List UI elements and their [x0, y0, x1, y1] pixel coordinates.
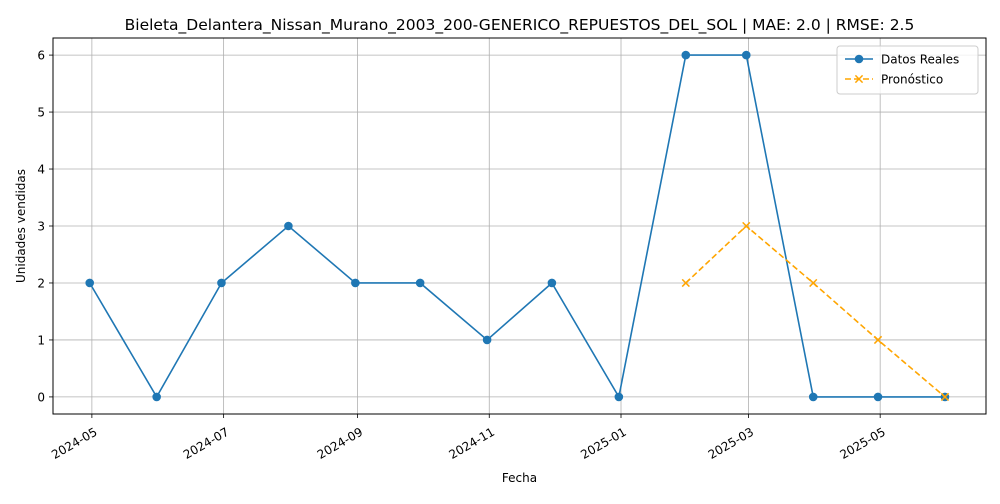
y-tick-label: 2 [37, 276, 45, 290]
legend: Datos Reales Pronóstico [836, 45, 979, 95]
series-line [685, 224, 946, 398]
legend-marker [854, 74, 864, 84]
series-layer [85, 50, 950, 402]
data-point [284, 221, 293, 231]
data-point [152, 392, 161, 402]
data-point [809, 278, 818, 288]
legend-label: Pronóstico [881, 73, 943, 87]
y-tick-label: 5 [37, 106, 45, 120]
data-point [873, 335, 883, 345]
x-marker-stroke [809, 278, 818, 288]
data-point [217, 278, 226, 288]
x-tick-label: 2024-11 [447, 425, 497, 462]
x-tick-label: 2025-01 [578, 425, 628, 462]
legend-label: Datos Reales [881, 53, 959, 67]
data-point [741, 50, 751, 60]
legend-marker [854, 54, 864, 64]
x-marker-stroke [742, 221, 751, 231]
x-tick-label: 2025-03 [706, 425, 756, 462]
series-line [89, 54, 945, 400]
data-point [482, 335, 492, 345]
legend-box [836, 45, 979, 95]
data-point [808, 392, 818, 402]
x-tick-label: 2024-07 [181, 425, 231, 462]
data-point [415, 278, 425, 288]
x-tick-label: 2024-05 [49, 425, 99, 462]
y-tick-label: 4 [37, 163, 45, 177]
chart-title: Bieleta_Delantera_Nissan_Murano_2003_200… [125, 16, 915, 35]
data-point [351, 278, 360, 288]
grid [53, 38, 986, 414]
x-tick-label: 2024-09 [315, 425, 365, 462]
data-point [742, 221, 751, 231]
data-point [85, 278, 95, 288]
x-axis-title: Fecha [502, 471, 537, 485]
data-point [614, 392, 624, 402]
x-marker-stroke [681, 278, 690, 288]
y-tick-label: 3 [37, 220, 45, 234]
axis-ticks: 0 1 2 3 4 5 6 2024-05 2024-07 2024-09 2024-11 2025-… [37, 49, 888, 462]
y-tick-label: 0 [37, 390, 45, 404]
data-point [681, 278, 690, 288]
y-tick-label: 1 [37, 333, 45, 347]
data-point [940, 392, 950, 402]
legend-entry: Datos Reales [845, 53, 959, 67]
data-point [681, 50, 691, 60]
data-point [873, 392, 883, 402]
x-tick-label: 2025-05 [837, 425, 887, 462]
legend-entry: Pronóstico [845, 73, 943, 87]
x-marker-stroke [873, 335, 883, 345]
y-tick-label: 6 [37, 49, 45, 63]
x-marker-stroke [940, 392, 950, 402]
data-point [547, 278, 557, 288]
y-axis-title: Unidades vendidas [14, 169, 28, 283]
